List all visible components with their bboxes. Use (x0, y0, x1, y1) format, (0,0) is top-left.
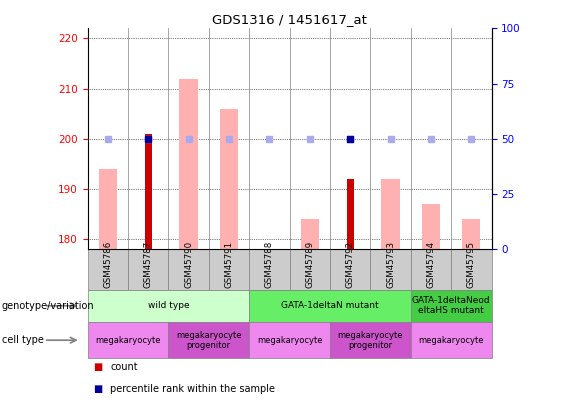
Text: megakaryocyte
progenitor: megakaryocyte progenitor (338, 330, 403, 350)
Text: megakaryocyte
progenitor: megakaryocyte progenitor (176, 330, 241, 350)
Text: megakaryocyte: megakaryocyte (419, 336, 484, 345)
Text: megakaryocyte: megakaryocyte (95, 336, 160, 345)
Text: GSM45794: GSM45794 (427, 241, 436, 288)
Text: GATA-1deltaN mutant: GATA-1deltaN mutant (281, 301, 379, 310)
Text: GSM45793: GSM45793 (386, 241, 395, 288)
Text: GSM45790: GSM45790 (184, 241, 193, 288)
Bar (99, 169, 117, 249)
Bar (180, 79, 198, 249)
Bar (220, 109, 238, 249)
Text: cell type: cell type (2, 335, 44, 345)
Text: GSM45789: GSM45789 (305, 241, 314, 288)
Text: percentile rank within the sample: percentile rank within the sample (110, 384, 275, 394)
Bar (462, 219, 480, 249)
Text: genotype/variation: genotype/variation (2, 301, 94, 311)
Text: ■: ■ (93, 362, 102, 371)
Text: count: count (110, 362, 138, 371)
Bar (422, 204, 440, 249)
Text: GSM45788: GSM45788 (265, 240, 274, 288)
Bar (346, 179, 354, 249)
Text: GSM45795: GSM45795 (467, 241, 476, 288)
Bar (381, 179, 399, 249)
Text: megakaryocyte: megakaryocyte (257, 336, 322, 345)
Text: wild type: wild type (147, 301, 189, 310)
Text: GSM45787: GSM45787 (144, 240, 153, 288)
Title: GDS1316 / 1451617_at: GDS1316 / 1451617_at (212, 13, 367, 26)
Text: GSM45791: GSM45791 (224, 241, 233, 288)
Text: GSM45786: GSM45786 (103, 240, 112, 288)
Text: GSM45792: GSM45792 (346, 241, 355, 288)
Bar (301, 219, 319, 249)
Text: ■: ■ (93, 384, 102, 394)
Bar (145, 134, 152, 249)
Text: GATA-1deltaNeod
eltaHS mutant: GATA-1deltaNeod eltaHS mutant (412, 296, 490, 315)
